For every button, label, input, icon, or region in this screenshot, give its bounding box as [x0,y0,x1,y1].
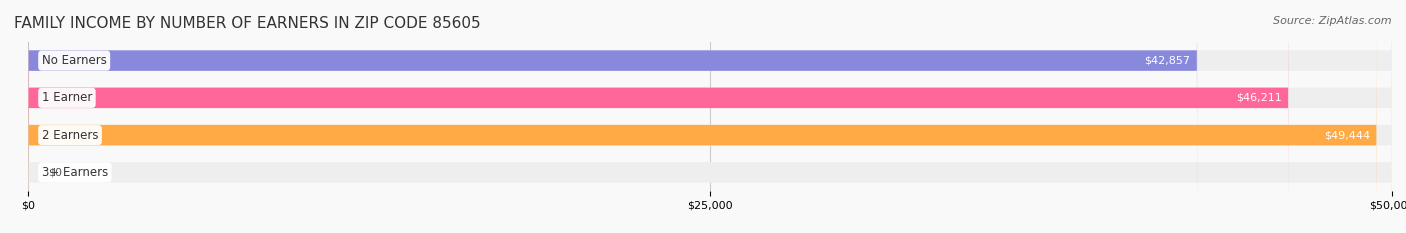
Text: Source: ZipAtlas.com: Source: ZipAtlas.com [1274,16,1392,26]
Text: $0: $0 [49,168,63,177]
Text: $42,857: $42,857 [1144,56,1191,65]
Text: 2 Earners: 2 Earners [42,129,98,142]
Text: 1 Earner: 1 Earner [42,91,93,104]
FancyBboxPatch shape [28,0,1197,233]
FancyBboxPatch shape [28,0,1392,233]
FancyBboxPatch shape [28,0,1392,233]
FancyBboxPatch shape [28,0,1392,233]
Text: No Earners: No Earners [42,54,107,67]
FancyBboxPatch shape [28,0,1392,233]
Text: 3+ Earners: 3+ Earners [42,166,108,179]
FancyBboxPatch shape [28,0,1288,233]
Text: $49,444: $49,444 [1324,130,1369,140]
Text: $46,211: $46,211 [1236,93,1282,103]
Text: FAMILY INCOME BY NUMBER OF EARNERS IN ZIP CODE 85605: FAMILY INCOME BY NUMBER OF EARNERS IN ZI… [14,16,481,31]
FancyBboxPatch shape [28,0,1376,233]
